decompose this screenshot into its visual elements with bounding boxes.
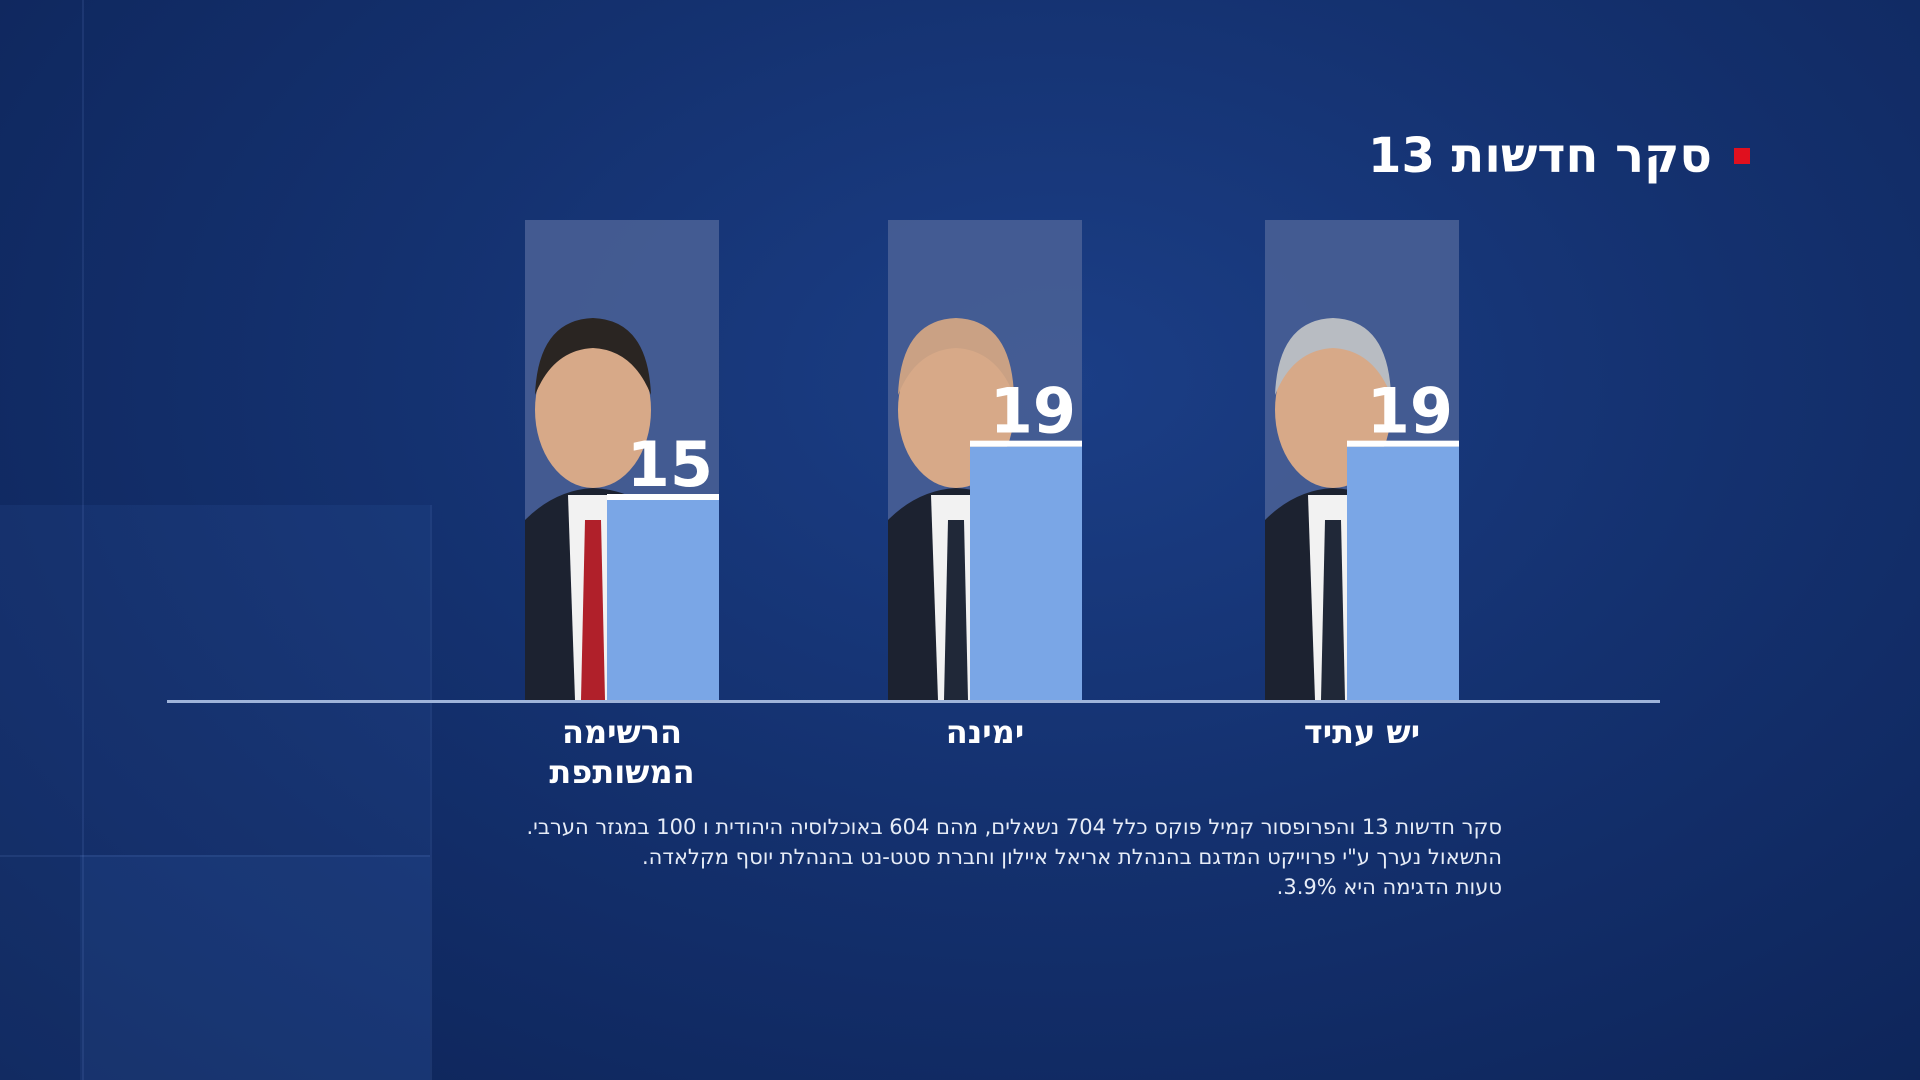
bar-value-label: 19: [1367, 375, 1453, 448]
bar-group: 19: [1265, 220, 1459, 700]
bar-top-edge: [1347, 440, 1459, 447]
footnote-line: טעות הדגימה היא 3.9%.: [1276, 875, 1502, 899]
footnote-line: התשאול נערך ע"י פרוייקט המדגם בהנהלת ארי…: [641, 845, 1502, 869]
category-label: הרשימה המשותפת: [549, 713, 695, 791]
background-line: [0, 855, 430, 857]
bar: [607, 500, 719, 700]
background-line: [430, 505, 432, 1080]
background-tile: [0, 505, 430, 1080]
category-label: ימינה: [945, 713, 1025, 751]
candidate-portrait: [525, 318, 665, 700]
bar-value-label: 19: [990, 375, 1076, 448]
x-axis-line: [167, 700, 1660, 703]
bar-group: 19: [888, 220, 1082, 700]
background-line: [82, 0, 84, 1080]
bar-top-edge: [970, 440, 1082, 447]
chart-title-text: סקר חדשות 13: [1368, 128, 1712, 184]
survey-footnote: סקר חדשות 13 והפרופסור קמיל פוקס כלל 704…: [342, 812, 1502, 902]
title-marker-icon: [1734, 148, 1750, 164]
category-label: יש עתיד: [1303, 713, 1421, 751]
footnote-line: סקר חדשות 13 והפרופסור קמיל פוקס כלל 704…: [526, 815, 1502, 839]
bar-top-edge: [607, 494, 719, 500]
chart-title: סקר חדשות 13: [1368, 128, 1750, 184]
bar: [970, 446, 1082, 700]
bar-group: 15: [525, 220, 719, 700]
bar-value-label: 15: [627, 428, 713, 501]
background-tile: [80, 855, 430, 1080]
bar: [1347, 446, 1459, 700]
